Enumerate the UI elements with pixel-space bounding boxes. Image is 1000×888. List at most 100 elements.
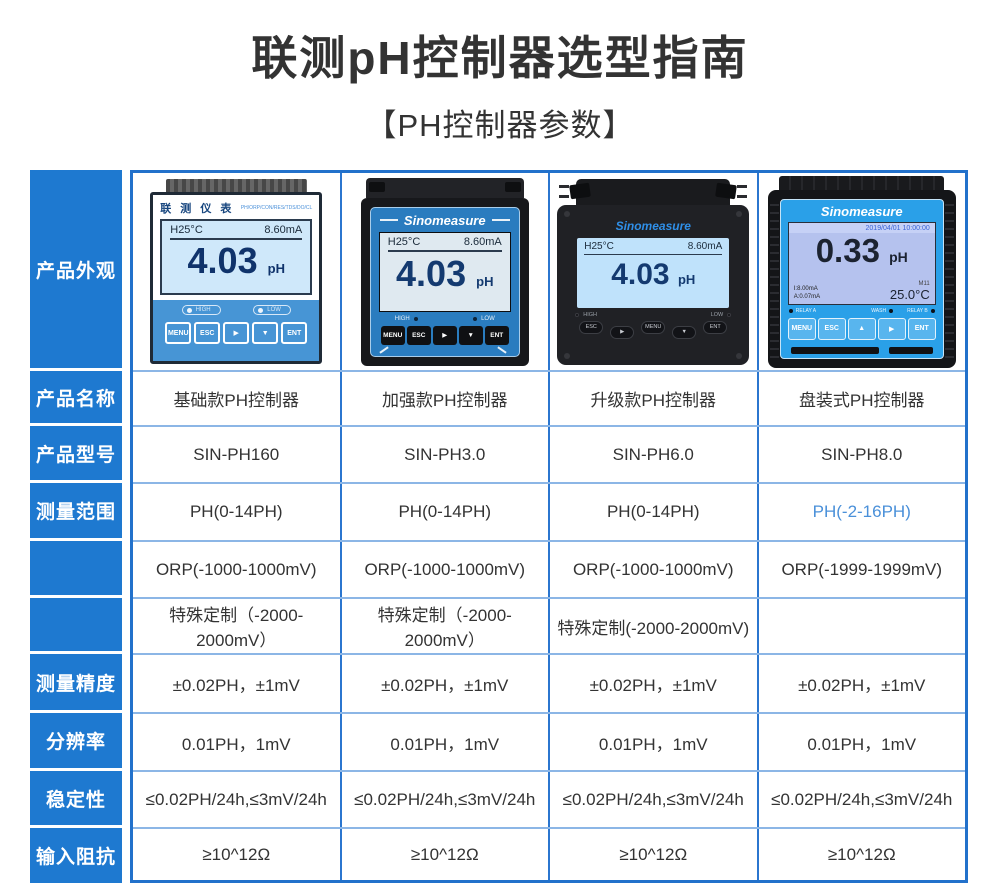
menu-button: MENU	[787, 317, 816, 340]
product-image-cell-4: Sinomeasure 2019/04/01 10:00:00 0.33 pH	[759, 173, 966, 370]
lcd-temp: 25.0°C	[889, 286, 930, 302]
screw	[736, 352, 743, 359]
right-button: ▶	[610, 325, 635, 339]
lcd-mode: M11	[918, 280, 930, 287]
custom-range-cell	[759, 599, 966, 653]
device-upgraded-controller: Sinomeasure H25°C 8.60mA 4.03 pH	[557, 178, 750, 365]
lcd-screen: H25°C 8.60mA 4.03 pH	[378, 231, 511, 312]
table-content: 联 测 仪 表 PH/ORP/CON/RES/TDS/DO/CL H25°C 8…	[130, 170, 968, 883]
brand-dash	[491, 219, 510, 221]
spec-line-label: PH/ORP/CON/RES/TDS/DO/CL	[240, 205, 313, 211]
row-header-accuracy: 测量精度	[30, 654, 122, 713]
up-button: ▲	[847, 317, 876, 340]
indicator-dot	[473, 316, 478, 321]
corner-mark	[497, 345, 511, 354]
row-product-model: SIN-PH160 SIN-PH3.0 SIN-PH6.0 SIN-PH8.0	[133, 427, 965, 484]
row-accuracy: ±0.02PH，±1mV ±0.02PH，±1mV ±0.02PH，±1mV ±…	[133, 655, 965, 714]
low-indicator: LOW	[253, 305, 291, 315]
low-label: LOW	[710, 311, 724, 318]
indicator-dot	[727, 312, 732, 317]
relay-b-label: RELAY B	[907, 307, 928, 314]
device-basic-controller: 联 测 仪 表 PH/ORP/CON/RES/TDS/DO/CL H25°C 8…	[150, 179, 323, 364]
product-image-cell-3: Sinomeasure H25°C 8.60mA 4.03 pH	[550, 173, 759, 370]
lcd-screen: 2019/04/01 10:00:00 0.33 pH I:8.00mA A	[787, 221, 936, 305]
lcd-unit: pH	[677, 271, 696, 287]
mounting-cap	[779, 175, 945, 190]
mounting-cap	[576, 178, 731, 205]
lcd-output1: I:8.00mA	[793, 285, 818, 292]
row-impedance: ≥10^12Ω ≥10^12Ω ≥10^12Ω ≥10^12Ω	[133, 829, 965, 880]
product-model-cell: SIN-PH160	[133, 427, 342, 482]
ph-range-cell: PH(0-14PH)	[342, 484, 550, 540]
side-clip	[559, 194, 570, 198]
ent-button: ENT	[281, 322, 308, 344]
relay-a-indicator: RELAY A	[788, 307, 817, 314]
custom-range-cell: 特殊定制（-2000-2000mV）	[133, 599, 342, 653]
down-button: ▼	[458, 325, 483, 345]
row-product-name: 基础款PH控制器 加强款PH控制器 升级款PH控制器 盘装式PH控制器	[133, 372, 965, 427]
ent-button: ENT	[907, 317, 936, 340]
menu-button: MENU	[165, 322, 192, 344]
product-model-cell: SIN-PH3.0	[342, 427, 550, 482]
lcd-temp: H25°C	[387, 235, 421, 248]
custom-range-cell: 特殊定制(-2000-2000mV)	[550, 599, 759, 653]
brand-label: Sinomeasure	[403, 212, 486, 228]
impedance-cell: ≥10^12Ω	[342, 829, 550, 880]
page-subtitle: 【PH控制器参数】	[365, 108, 635, 143]
orp-range-cell: ORP(-1000-1000mV)	[342, 542, 550, 597]
esc-button: ESC	[579, 320, 604, 334]
indicator-dot	[186, 307, 192, 313]
low-indicator: LOW	[711, 312, 732, 318]
menu-button: MENU	[641, 320, 666, 334]
wash-label: WASH	[871, 307, 887, 314]
indicator-dot	[258, 307, 264, 313]
brand-label: Sinomeasure	[820, 203, 903, 219]
lcd-current: 8.60mA	[687, 240, 723, 252]
indicator-dot	[413, 316, 418, 321]
lcd-screen: H25°C 8.60mA 4.03 pH	[160, 219, 313, 295]
accuracy-cell: ±0.02PH，±1mV	[798, 676, 926, 695]
lcd-value: 4.03	[187, 240, 258, 281]
brand-label: Sinomeasure	[615, 218, 691, 233]
lcd-unit: pH	[889, 248, 908, 265]
row-ph-range: PH(0-14PH) PH(0-14PH) PH(0-14PH) PH(-2-1…	[133, 484, 965, 542]
resolution-cell: 0.01PH，1mV	[550, 714, 759, 770]
stability-cell: ≤0.02PH/24h,≤3mV/24h	[342, 772, 550, 827]
lcd-unit: pH	[267, 261, 285, 276]
lcd-current: 8.60mA	[463, 235, 502, 248]
resolution-cell: 0.01PH，1mV	[807, 734, 917, 754]
lcd-current: 8.60mA	[264, 224, 303, 236]
ph-range-cell: PH(0-14PH)	[133, 484, 342, 540]
ph-range-cell-highlighted: PH(-2-16PH)	[812, 502, 911, 521]
ribbed-edge	[944, 197, 954, 360]
indicator-dot	[930, 308, 935, 313]
keypad-area: HIGH LOW MENU ESC	[153, 300, 320, 361]
product-name-cell: 升级款PH控制器	[550, 372, 759, 425]
corner-mark	[379, 345, 393, 354]
relay-b-indicator: RELAY B	[907, 308, 935, 314]
row-header-column: 产品外观 产品名称 产品型号 测量范围 测量精度 分辨率 稳定性 输入阻抗	[30, 170, 130, 883]
ribbed-edge	[769, 197, 779, 360]
resolution-cell: 0.01PH，1mV	[342, 714, 550, 770]
device-front: 联 测 仪 表 PH/ORP/CON/RES/TDS/DO/CL H25°C 8…	[150, 192, 323, 364]
indicator-dot	[575, 312, 580, 317]
esc-button: ESC	[817, 317, 846, 340]
esc-button: ESC	[194, 322, 221, 344]
down-button: ▼	[252, 322, 279, 344]
row-header-name: 产品名称	[30, 371, 122, 426]
high-indicator: HIGH	[395, 316, 418, 322]
device-enhanced-controller: Sinomeasure H25°C 8.60mA 4.03	[360, 177, 529, 366]
indicator-dot	[889, 308, 894, 313]
lcd-value: 4.03	[611, 257, 670, 291]
resolution-cell: 0.01PH，1mV	[133, 714, 342, 770]
stability-cell: ≤0.02PH/24h,≤3mV/24h	[133, 772, 342, 827]
lcd-value: 4.03	[396, 252, 467, 294]
relay-a-label: RELAY A	[795, 307, 817, 314]
row-stability: ≤0.02PH/24h,≤3mV/24h ≤0.02PH/24h,≤3mV/24…	[133, 772, 965, 829]
wash-indicator: WASH	[871, 307, 894, 314]
page-title: 联测pH控制器选型指南	[251, 32, 749, 84]
lcd-value: 0.33	[815, 231, 880, 269]
high-indicator: HIGH	[575, 312, 597, 318]
high-label: HIGH	[583, 311, 597, 318]
product-image-cell-1: 联 测 仪 表 PH/ORP/CON/RES/TDS/DO/CL H25°C 8…	[133, 173, 342, 370]
